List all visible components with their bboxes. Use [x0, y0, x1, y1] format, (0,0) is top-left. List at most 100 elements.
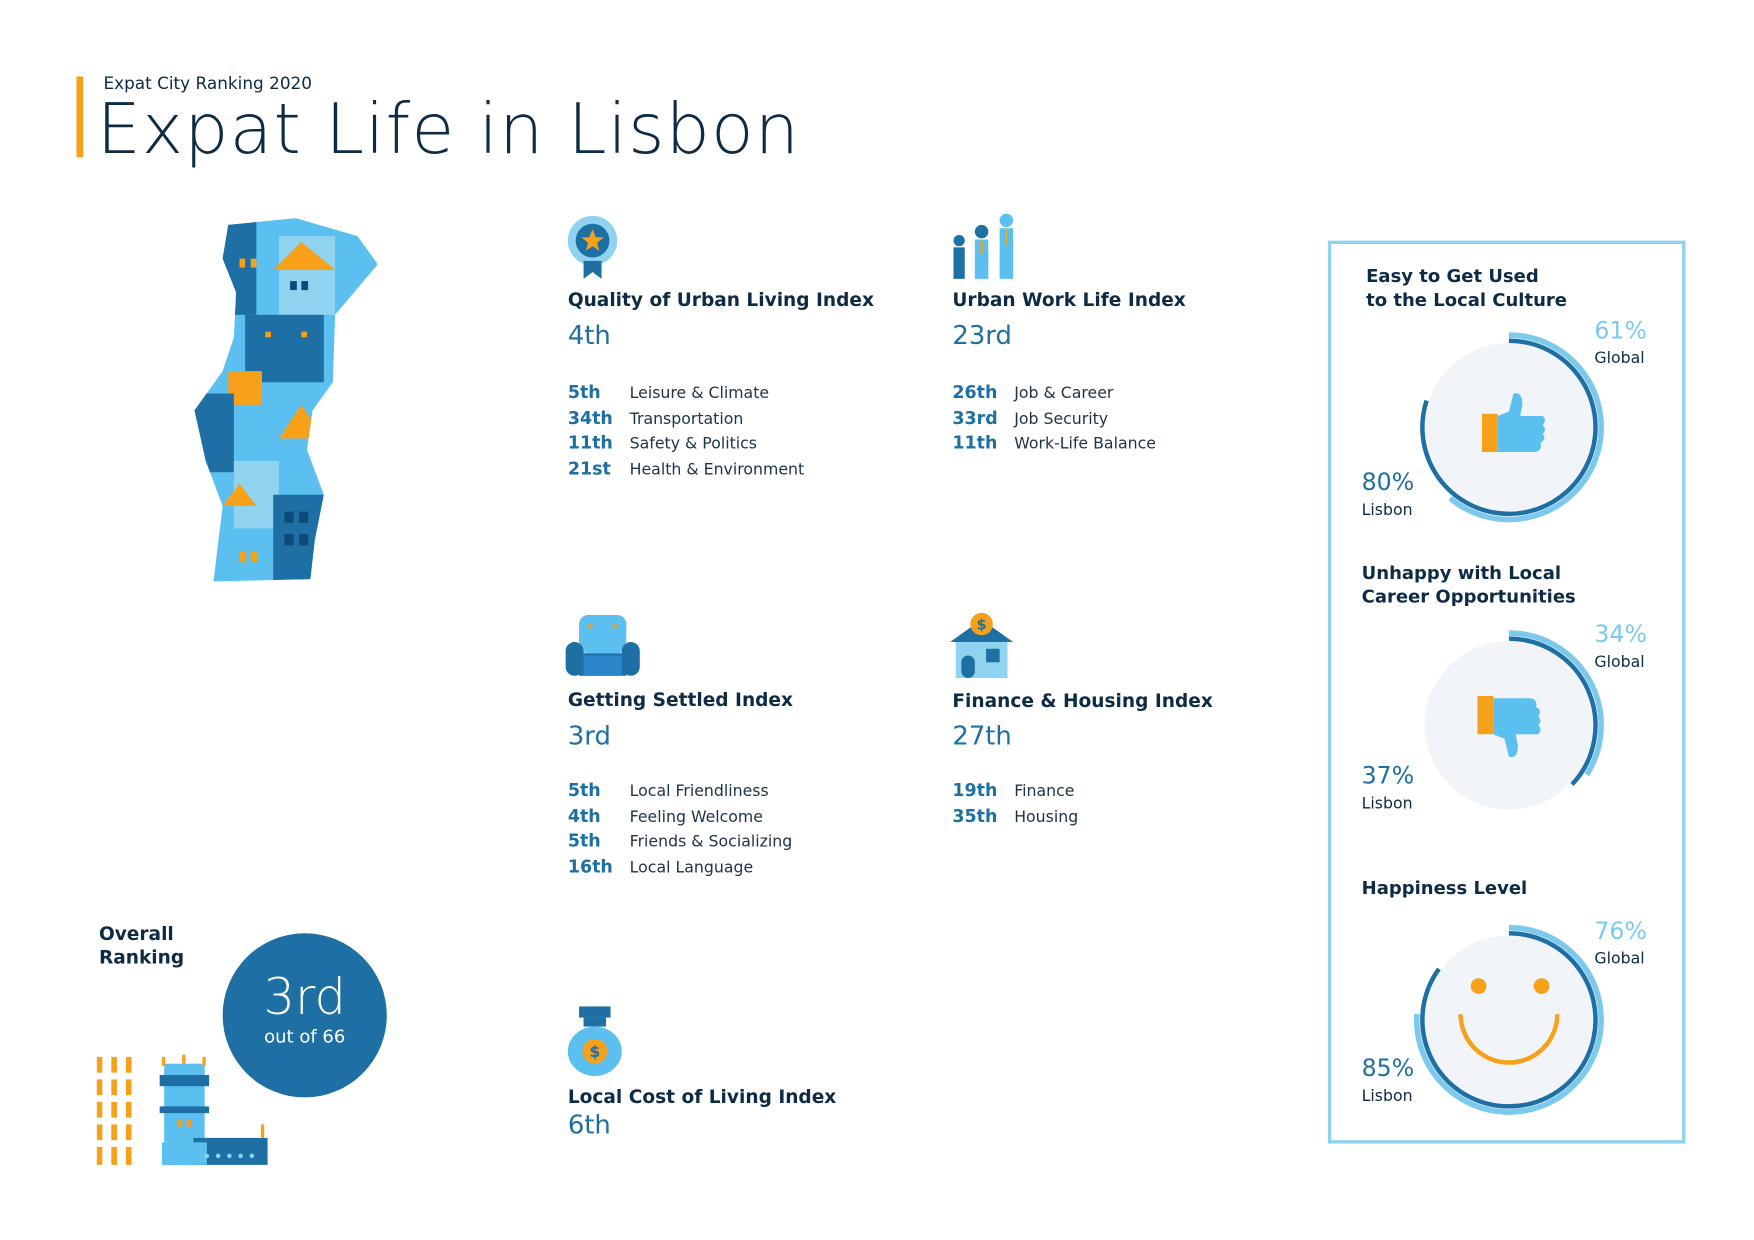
armchair-icon	[565, 615, 640, 676]
stat-title-line1: Easy to Get Used	[1366, 265, 1539, 287]
index-title: Quality of Urban Living Index	[567, 288, 874, 311]
stat-title: Happiness Level	[1362, 877, 1528, 900]
sub-index-row: 34th Transportation	[568, 405, 744, 430]
sub-index-label: Feeling Welcome	[629, 807, 763, 826]
city-percent: 85%	[1361, 1054, 1415, 1082]
city-label: Lisbon	[1361, 794, 1413, 813]
sub-index-label: Leisure & Climate	[629, 384, 770, 403]
money-bag-icon: $	[567, 1006, 622, 1077]
sub-index-row: 5th Leisure & Climate	[568, 380, 769, 405]
city-arc	[1420, 931, 1598, 1109]
subtitle: Expat City Ranking 2020	[103, 73, 313, 94]
index-title: Urban Work Life Index	[952, 288, 1186, 311]
workers-icon	[953, 213, 1014, 279]
sub-index-rank: 19th	[952, 780, 998, 801]
sub-index-label: Local Friendliness	[629, 782, 769, 801]
sub-index-row: 5th Local Friendliness	[568, 778, 769, 803]
overall-rank-circle: 3rd out of 66	[222, 933, 387, 1098]
sub-index-rank: 11th	[567, 432, 613, 454]
global-percent: 34%	[1594, 620, 1647, 648]
index-rank: 4th	[567, 321, 611, 351]
sub-index-row: 19th Finance	[952, 778, 1074, 803]
svg-text:$: $	[589, 1042, 600, 1061]
stat-ring-chart	[1424, 630, 1604, 810]
sub-index-label: Safety & Politics	[629, 435, 758, 454]
stat-title-line2: to the Local Culture	[1366, 288, 1567, 310]
sub-index-row: 11th Work-Life Balance	[952, 431, 1156, 456]
global-percent: 76%	[1594, 917, 1647, 945]
stat-title-line1: Happiness Level	[1361, 877, 1528, 899]
sub-index-row: 4th Feeling Welcome	[568, 803, 763, 828]
sub-index-rank: 5th	[567, 780, 601, 801]
sub-index-label: Job Security	[1014, 409, 1109, 428]
sub-index-rank: 34th	[567, 407, 613, 428]
city-arc	[1508, 636, 1598, 787]
sub-index-rank: 33rd	[952, 407, 998, 428]
global-label: Global	[1594, 950, 1645, 969]
ring-background	[1424, 935, 1594, 1105]
sub-index-rank: 35th	[952, 805, 998, 826]
sub-index-label: Local Language	[629, 858, 754, 877]
sub-index-label: Friends & Socializing	[629, 833, 793, 852]
sub-index-rank: 26th	[952, 382, 998, 403]
global-label: Global	[1594, 349, 1645, 368]
index-title: Local Cost of Living Index	[567, 1086, 837, 1108]
sub-index-label: Finance	[1014, 782, 1075, 801]
thumbs-down-icon	[1477, 696, 1541, 758]
stat-title-line2: Career Opportunities	[1361, 585, 1576, 607]
stat-ring-chart	[1413, 924, 1604, 1115]
city-label: Lisbon	[1361, 501, 1413, 520]
city-label: Lisbon	[1361, 1087, 1413, 1106]
sub-index-label: Work-Life Balance	[1014, 435, 1156, 454]
index-title: Getting Settled Index	[567, 689, 793, 711]
sub-index-row: 35th Housing	[952, 803, 1078, 828]
global-arc	[1448, 332, 1604, 523]
smiley-icon	[1458, 978, 1560, 1065]
city-percent: 80%	[1361, 468, 1415, 496]
overall-ranking-label: Overall Ranking	[99, 922, 184, 969]
stat-title: Easy to Get Used to the Local Culture	[1366, 265, 1567, 311]
sub-index-row: 21st Health & Environment	[568, 456, 804, 481]
sub-index-rank: 4th	[567, 805, 601, 826]
page-title: Expat Life in Lisbon	[96, 87, 801, 170]
sub-index-label: Housing	[1014, 807, 1079, 826]
survey-stats-panel	[1327, 240, 1686, 1144]
sub-index-rank: 11th	[952, 432, 998, 454]
global-percent: 61%	[1594, 317, 1647, 345]
accent-bar	[76, 76, 84, 158]
sub-index-rank: 21st	[567, 458, 611, 479]
sub-index-row: 11th Safety & Politics	[568, 431, 757, 456]
sub-index-row: 26th Job & Career	[952, 380, 1113, 405]
index-rank: 23rd	[952, 321, 1012, 351]
index-rank: 6th	[567, 1110, 611, 1141]
thumbs-up-icon	[1481, 393, 1545, 453]
sub-index-row: 33rd Job Security	[952, 405, 1108, 430]
belem-tower-illustration	[96, 1054, 268, 1165]
index-rank: 3rd	[567, 721, 611, 752]
house-dollar-icon: $	[950, 612, 1014, 679]
award-badge-icon	[567, 215, 618, 279]
stat-title-line1: Unhappy with Local	[1361, 562, 1562, 584]
global-arc	[1508, 630, 1604, 777]
stat-title: Unhappy with Local Career Opportunities	[1362, 562, 1576, 608]
index-rank: 27th	[952, 721, 1012, 752]
sub-index-rank: 5th	[567, 830, 601, 852]
sub-index-label: Job & Career	[1014, 384, 1114, 403]
overall-rank: 3rd	[263, 969, 346, 1027]
index-title: Finance & Housing Index	[952, 690, 1213, 712]
sub-index-label: Transportation	[629, 409, 744, 428]
global-label: Global	[1594, 653, 1645, 672]
sub-index-rank: 5th	[567, 382, 601, 403]
stat-ring-chart	[1420, 332, 1604, 523]
city-percent: 37%	[1361, 762, 1415, 790]
sub-index-label: Health & Environment	[629, 460, 805, 479]
overall-out-of: out of 66	[264, 1025, 346, 1047]
global-arc	[1413, 924, 1604, 1115]
overall-label-line2: Ranking	[98, 946, 185, 969]
sub-index-row: 5th Friends & Socializing	[568, 829, 792, 854]
lisbon-map-illustration	[194, 218, 378, 582]
city-arc	[1420, 338, 1598, 517]
sub-index-row: 16th Local Language	[568, 854, 753, 879]
overall-label-line1: Overall	[98, 923, 174, 945]
svg-text:$: $	[977, 617, 987, 634]
